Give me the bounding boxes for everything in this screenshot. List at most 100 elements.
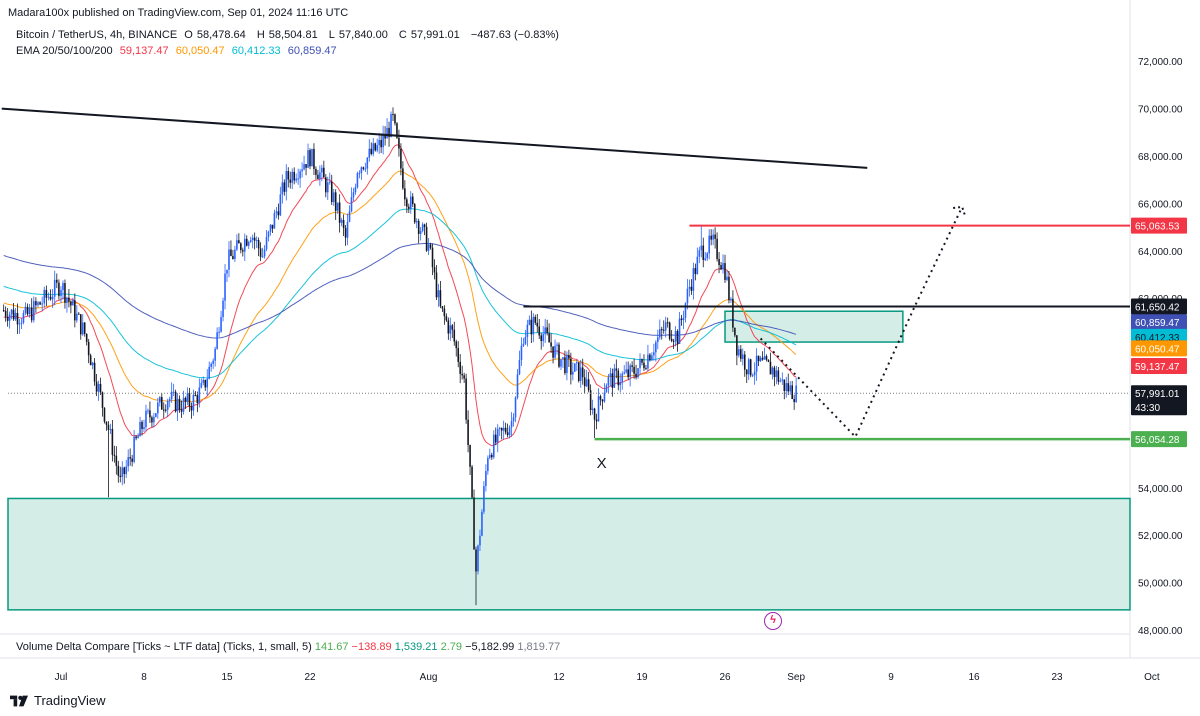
close-value: 57,991.01	[410, 29, 460, 41]
candle-body	[141, 421, 143, 429]
candle-body	[368, 148, 371, 158]
y-tick-label: 70,000.00	[1138, 105, 1183, 116]
candle-body	[635, 373, 637, 378]
candles	[2, 107, 797, 606]
price-label-bg	[1131, 385, 1187, 416]
volume-delta-legend: Volume Delta Compare [Ticks ~ LTF data] …	[16, 641, 560, 653]
footer-brand[interactable]: TradingView	[10, 693, 106, 708]
trendline	[1, 107, 868, 169]
candle-body	[35, 301, 37, 306]
candle-body	[633, 366, 635, 374]
candle-body	[103, 407, 106, 422]
candle-body	[20, 322, 23, 324]
candle-body	[133, 436, 135, 462]
candle-body	[757, 355, 760, 362]
candle-body	[520, 345, 523, 360]
candle-body	[589, 390, 592, 411]
candle-body	[522, 343, 525, 346]
candle-body	[526, 324, 529, 337]
candle-body	[771, 367, 774, 375]
candle-body	[558, 344, 560, 367]
candle-body	[234, 249, 236, 260]
candle-body	[415, 220, 418, 223]
candle-body	[232, 256, 234, 260]
candle-body	[53, 279, 56, 297]
price-label-bg	[1131, 314, 1187, 331]
ema-label[interactable]: EMA 20/50/100/200	[16, 45, 113, 57]
high-label: H	[256, 29, 265, 41]
candle-body	[421, 224, 424, 231]
candle-body	[530, 319, 533, 335]
lightning-icon[interactable]: ϟ	[764, 612, 782, 630]
candle-body	[74, 300, 76, 321]
candle-body	[269, 224, 272, 232]
y-tick-label: 66,000.00	[1138, 199, 1183, 210]
candle-body	[564, 357, 566, 374]
candle-body	[178, 398, 181, 410]
candle-body	[645, 368, 647, 370]
candle-body	[749, 359, 752, 376]
candle-body	[366, 157, 369, 169]
candle-body	[516, 374, 519, 398]
candle-body	[498, 427, 501, 429]
candle-body	[487, 457, 489, 472]
candle-body	[694, 268, 697, 274]
candle-body	[390, 114, 392, 137]
candle-body	[510, 421, 513, 428]
vdelta-v2: −138.89	[351, 641, 392, 653]
candle-body	[218, 331, 220, 333]
candle-body	[346, 221, 349, 238]
candle-body	[208, 366, 211, 379]
candle-body	[475, 549, 477, 572]
ema-200-line	[3, 242, 797, 339]
candle-body	[265, 236, 268, 250]
candle-body	[279, 194, 282, 216]
candle-body	[319, 172, 321, 179]
candle-body	[89, 355, 92, 366]
candle-body	[32, 301, 35, 321]
candle-body	[376, 145, 378, 151]
candle-body	[285, 171, 288, 192]
candle-body	[473, 497, 475, 550]
candle-body	[236, 240, 238, 250]
candle-body	[718, 259, 720, 266]
vdelta-v6: 1,819.77	[517, 641, 561, 653]
candle-body	[135, 436, 137, 439]
candle-body	[370, 148, 373, 154]
candle-body	[494, 434, 497, 443]
candle-body	[14, 312, 17, 320]
candle-body	[151, 417, 153, 423]
candle-body	[662, 329, 665, 331]
candle-body	[87, 341, 90, 356]
candle-body	[769, 361, 772, 375]
candle-body	[599, 396, 602, 400]
x-tick-label: Oct	[1144, 672, 1160, 683]
candle-body	[775, 370, 778, 377]
candle-body	[180, 409, 183, 412]
candle-body	[62, 283, 64, 291]
high-value: 58,504.81	[268, 29, 318, 41]
candle-body	[206, 378, 209, 388]
candle-body	[91, 362, 94, 366]
candle-body	[666, 322, 669, 324]
price-label: 56,054.28	[1135, 435, 1180, 446]
candle-body	[712, 234, 714, 240]
candle-body	[105, 421, 108, 425]
candle-body	[647, 354, 649, 369]
candle-body	[643, 362, 645, 369]
candle-body	[431, 247, 434, 268]
candle-body	[49, 296, 52, 300]
vdelta-label[interactable]: Volume Delta Compare [Ticks ~ LTF data] …	[16, 641, 312, 653]
candle-body	[435, 272, 438, 298]
candle-body	[168, 399, 171, 402]
candle-body	[783, 379, 786, 391]
candle-body	[380, 139, 382, 148]
candle-body	[155, 413, 157, 417]
candle-body	[242, 250, 244, 252]
candle-body	[741, 354, 744, 359]
candle-body	[461, 373, 463, 376]
candle-body	[753, 371, 756, 376]
symbol-title[interactable]: Bitcoin / TetherUS, 4h, BINANCE	[16, 29, 178, 41]
candle-body	[570, 358, 572, 375]
